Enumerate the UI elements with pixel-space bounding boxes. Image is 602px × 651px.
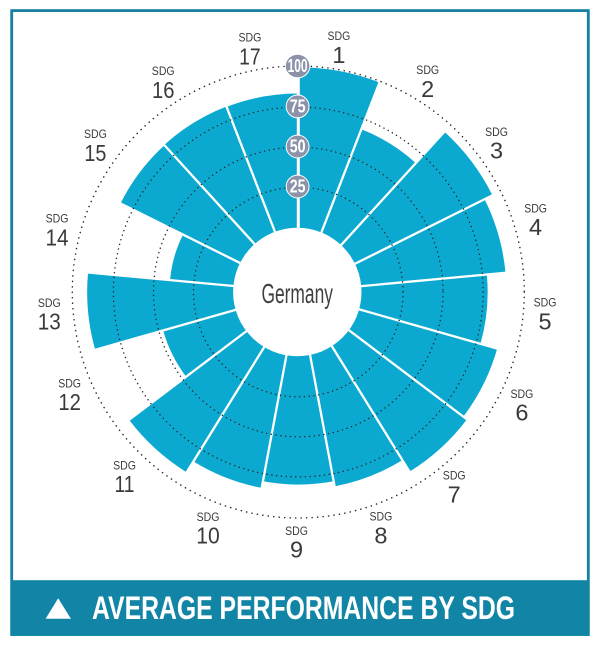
svg-text:1: 1 xyxy=(332,42,345,68)
svg-text:13: 13 xyxy=(38,309,61,335)
svg-text:SDG: SDG xyxy=(84,127,107,141)
svg-text:6: 6 xyxy=(515,400,528,426)
svg-text:8: 8 xyxy=(374,522,387,548)
svg-text:SDG: SDG xyxy=(285,524,308,538)
svg-text:16: 16 xyxy=(152,77,175,103)
svg-text:3: 3 xyxy=(490,138,503,164)
svg-text:25: 25 xyxy=(290,177,306,197)
svg-text:5: 5 xyxy=(538,308,551,334)
svg-text:75: 75 xyxy=(290,97,306,117)
svg-text:9: 9 xyxy=(290,537,303,563)
svg-text:10: 10 xyxy=(196,523,220,549)
svg-text:11: 11 xyxy=(115,471,135,497)
svg-text:17: 17 xyxy=(239,43,261,69)
svg-text:12: 12 xyxy=(58,389,81,415)
svg-text:SDG: SDG xyxy=(58,376,81,390)
svg-text:SDG: SDG xyxy=(38,296,61,310)
svg-text:SDG: SDG xyxy=(511,387,534,401)
svg-text:AVERAGE PERFORMANCE BY SDG: AVERAGE PERFORMANCE BY SDG xyxy=(92,590,515,626)
svg-text:7: 7 xyxy=(448,481,461,507)
svg-text:15: 15 xyxy=(84,140,106,166)
svg-text:4: 4 xyxy=(529,214,542,240)
svg-text:SDG: SDG xyxy=(152,64,175,78)
svg-text:SDG: SDG xyxy=(46,212,69,226)
svg-text:50: 50 xyxy=(290,137,306,157)
svg-text:SDG: SDG xyxy=(485,125,508,139)
svg-text:SDG: SDG xyxy=(113,458,136,472)
svg-text:SDG: SDG xyxy=(534,296,557,310)
svg-text:SDG: SDG xyxy=(197,510,220,524)
svg-text:14: 14 xyxy=(46,224,69,250)
svg-text:SDG: SDG xyxy=(239,31,262,45)
svg-text:SDG: SDG xyxy=(524,201,547,215)
svg-text:SDG: SDG xyxy=(370,510,393,524)
svg-text:SDG: SDG xyxy=(328,29,351,43)
svg-text:Germany: Germany xyxy=(261,278,333,309)
svg-text:SDG: SDG xyxy=(443,469,466,483)
svg-text:100: 100 xyxy=(288,56,308,76)
svg-text:SDG: SDG xyxy=(416,63,439,77)
svg-text:2: 2 xyxy=(421,76,434,102)
